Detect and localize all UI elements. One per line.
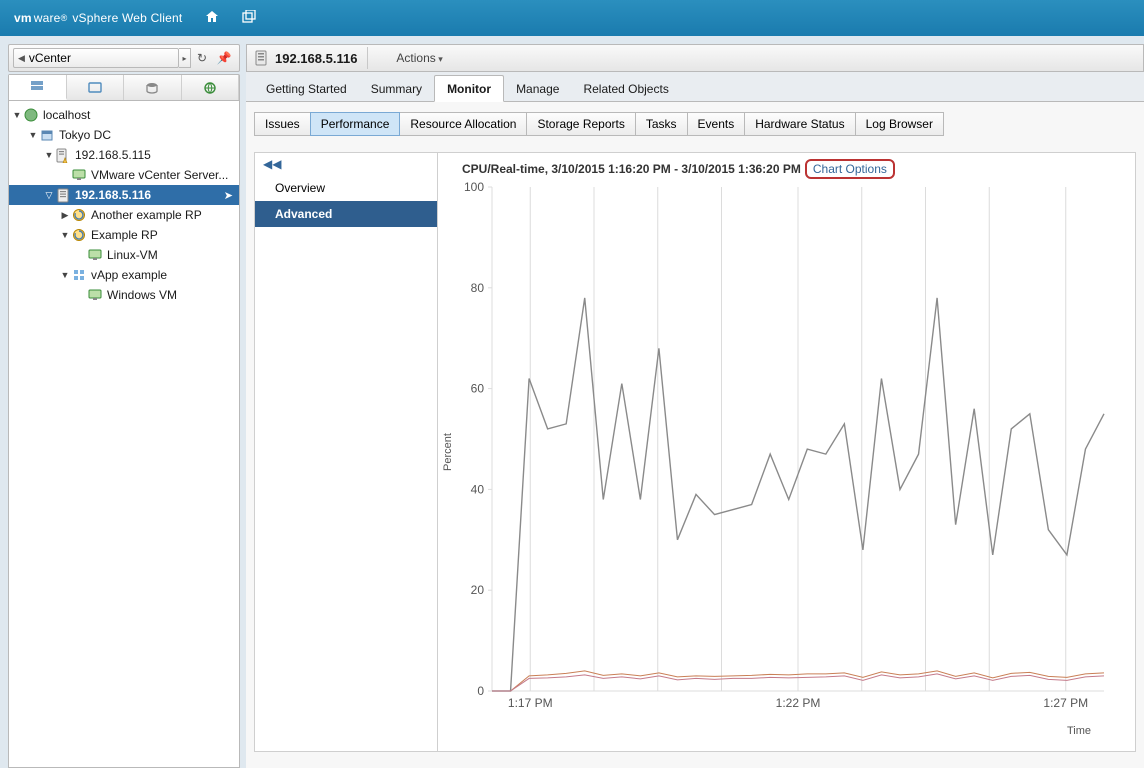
tab-vms-templates-icon[interactable]: [67, 75, 125, 100]
perf-view-item[interactable]: Advanced: [255, 201, 437, 227]
rp-icon: [71, 207, 87, 223]
svg-text:20: 20: [471, 583, 485, 597]
object-titlebar: 192.168.5.116 Actions: [246, 44, 1144, 72]
navigator-toolbar: vCenter ▸ ↻ 📌: [8, 44, 240, 72]
sub-tab[interactable]: Tasks: [635, 112, 688, 136]
collapse-icon[interactable]: ◀◀: [255, 153, 437, 175]
breadcrumb-back-button[interactable]: vCenter: [13, 48, 179, 68]
object-title: 192.168.5.116: [275, 51, 357, 66]
host-icon: [253, 50, 269, 66]
sub-tab[interactable]: Performance: [310, 112, 401, 136]
content-area: IssuesPerformanceResource AllocationStor…: [246, 102, 1144, 768]
tree-item[interactable]: ▼Tokyo DC: [9, 125, 239, 145]
tab-hosts-clusters-icon[interactable]: [9, 75, 67, 100]
perf-view-item[interactable]: Overview: [255, 175, 437, 201]
performance-chart: 0 20 40 60 80 100 1:17 PM 1:22 PM 1:27 PM: [438, 179, 1108, 719]
tree-item[interactable]: ▶Another example RP: [9, 205, 239, 225]
vm-icon: [71, 167, 87, 183]
tree-item[interactable]: VMware vCenter Server...: [9, 165, 239, 185]
vapp-icon: [71, 267, 87, 283]
tree-item[interactable]: ▽192.168.5.116➤: [9, 185, 239, 205]
chart-title: CPU/Real-time, 3/10/2015 1:16:20 PM - 3/…: [462, 162, 801, 176]
main-tab[interactable]: Related Objects: [571, 76, 680, 101]
sub-tab[interactable]: Resource Allocation: [399, 112, 527, 136]
main-tabs: Getting StartedSummaryMonitorManageRelat…: [246, 72, 1144, 102]
tab-storage-icon[interactable]: [124, 75, 182, 100]
datacenter-icon: [39, 127, 55, 143]
breadcrumb-dropdown-button[interactable]: ▸: [179, 48, 191, 68]
svg-text:1:17 PM: 1:17 PM: [508, 696, 553, 710]
tree-item[interactable]: ▼localhost: [9, 105, 239, 125]
app-header: vmware® vSphere Web Client: [0, 0, 1144, 36]
svg-text:0: 0: [477, 684, 484, 698]
y-axis-label: Percent: [442, 433, 454, 471]
main-tab[interactable]: Manage: [504, 76, 571, 101]
svg-text:40: 40: [471, 482, 485, 496]
sub-tab[interactable]: Storage Reports: [526, 112, 635, 136]
tab-networking-icon[interactable]: [182, 75, 240, 100]
svg-text:80: 80: [471, 281, 485, 295]
sub-tab[interactable]: Log Browser: [855, 112, 944, 136]
x-axis-label: Time: [438, 719, 1131, 737]
svg-text:1:27 PM: 1:27 PM: [1043, 696, 1088, 710]
navigator-panel: vCenter ▸ ↻ 📌 ▼localhost▼Tokyo DC▼192.16…: [8, 44, 240, 768]
main-tab[interactable]: Summary: [359, 76, 434, 101]
tree-item[interactable]: Linux-VM: [9, 245, 239, 265]
history-icon[interactable]: ↻: [191, 51, 213, 65]
vm-icon: [87, 247, 103, 263]
sub-tab[interactable]: Events: [687, 112, 746, 136]
main-panel: 192.168.5.116 Actions Getting StartedSum…: [246, 44, 1144, 768]
svg-text:60: 60: [471, 382, 485, 396]
host-warn-icon: [55, 147, 71, 163]
inventory-tree: ▼localhost▼Tokyo DC▼192.168.5.115VMware …: [8, 100, 240, 768]
tree-item[interactable]: ▼Example RP: [9, 225, 239, 245]
tree-item[interactable]: ▼192.168.5.115: [9, 145, 239, 165]
tree-item[interactable]: ▼vApp example: [9, 265, 239, 285]
chart-options-link[interactable]: Chart Options: [805, 159, 895, 179]
main-tab[interactable]: Getting Started: [254, 76, 359, 101]
sub-tab[interactable]: Hardware Status: [744, 112, 855, 136]
svg-text:100: 100: [464, 180, 484, 194]
pin-icon[interactable]: 📌: [213, 51, 235, 65]
monitor-subtabs: IssuesPerformanceResource AllocationStor…: [254, 112, 1136, 136]
brand-label: vmware® vSphere Web Client: [14, 8, 182, 28]
actions-menu[interactable]: Actions: [396, 51, 442, 65]
sub-tab[interactable]: Issues: [254, 112, 311, 136]
host-icon: [55, 187, 71, 203]
vm-icon: [87, 287, 103, 303]
main-tab[interactable]: Monitor: [434, 75, 504, 102]
home-icon[interactable]: [204, 9, 220, 28]
tree-item[interactable]: Windows VM: [9, 285, 239, 305]
popout-icon[interactable]: [242, 10, 256, 27]
globe-icon: [23, 107, 39, 123]
rp-icon: [71, 227, 87, 243]
svg-text:1:22 PM: 1:22 PM: [776, 696, 821, 710]
chart-zone: CPU/Real-time, 3/10/2015 1:16:20 PM - 3/…: [438, 152, 1136, 752]
inventory-view-tabs: [8, 74, 240, 100]
perf-view-selector: ◀◀ OverviewAdvanced: [254, 152, 438, 752]
